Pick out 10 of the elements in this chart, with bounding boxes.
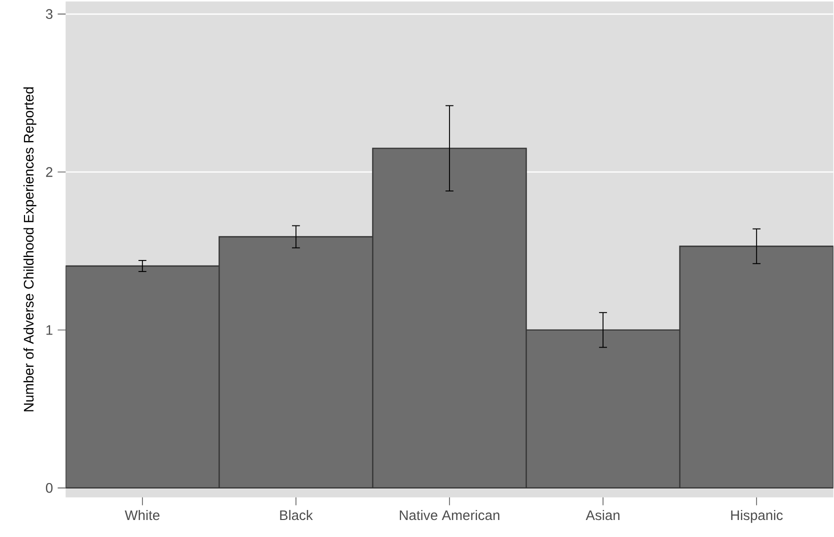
y-tick-label: 3 [46,9,52,20]
x-tick-label: Hispanic [731,510,783,524]
x-tick-label: Native American [400,510,500,520]
y-tick-label: 2 [46,167,52,178]
y-tick-label: 0 [46,483,53,494]
x-tick-label: White [124,510,160,520]
y-tick-label: 1 [46,325,52,335]
x-tick-label: Asian [586,510,620,520]
y-axis-title: Number of Adverse Childhood Experiences Reported [23,88,36,412]
x-tick-label: Black [280,510,313,520]
